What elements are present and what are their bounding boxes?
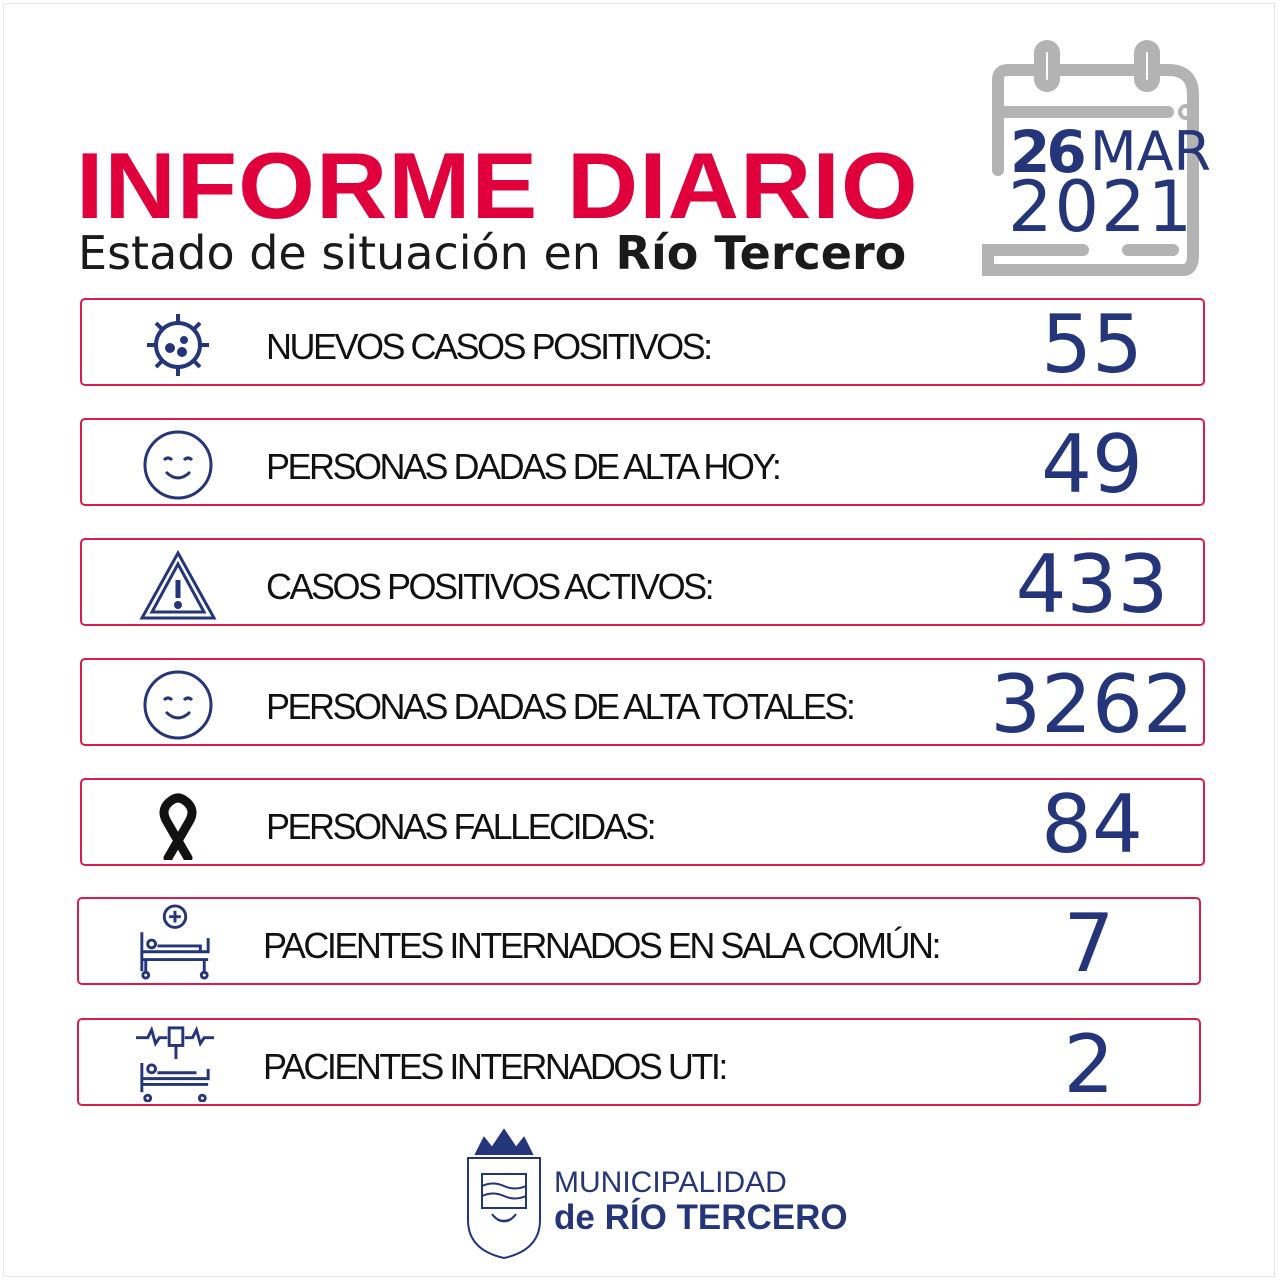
footer-line2: de RÍO TERCERO [554,1198,848,1237]
stat-value: 3262 [990,658,1194,751]
stat-label: NUEVOS CASOS POSITIVOS: [266,326,713,367]
stat-label: PERSONAS DADAS DE ALTA HOY: [266,446,782,487]
stat-row-new-cases: NUEVOS CASOS POSITIVOS: 55 [80,298,1205,391]
stat-row-icu-patients: PACIENTES INTERNADOS UTI: 2 [77,1018,1201,1111]
footer-line1: MUNICIPALIDAD [554,1166,787,1199]
stat-value: 55 [1041,298,1143,391]
smiley-icon [143,430,213,500]
smiley-icon [143,670,213,740]
stat-value: 433 [1015,538,1169,631]
date-day: 26 [1010,118,1087,186]
stat-row-active-cases: CASOS POSITIVOS ACTIVOS: 433 [80,538,1205,631]
page-frame [3,3,1275,1277]
calendar-date: 26 MAR 2021 [968,40,1212,280]
date-year: 2021 [1008,166,1195,248]
stat-label: PACIENTES INTERNADOS UTI: [263,1046,728,1087]
warning-icon [139,550,217,620]
stat-row-discharged-total: PERSONAS DADAS DE ALTA TOTALES: 3262 [80,658,1205,751]
stat-label: PACIENTES INTERNADOS EN SALA COMÚN: [263,925,941,966]
mourning-ribbon-icon [159,793,197,860]
stat-row-discharged-today: PERSONAS DADAS DE ALTA HOY: 49 [80,418,1205,511]
stat-label: CASOS POSITIVOS ACTIVOS: [266,566,715,607]
page-title: INFORME DIARIO [76,133,919,238]
stat-row-ward-patients: PACIENTES INTERNADOS EN SALA COMÚN: 7 [77,897,1201,990]
subtitle-place: Río Tercero [615,226,907,280]
virus-icon [147,314,209,376]
hospital-bed-icon [140,904,210,980]
stat-value: 7 [1063,897,1115,990]
page-subtitle: Estado de situación en Río Tercero [78,226,906,280]
stat-value: 2 [1063,1018,1115,1111]
municipality-logo: MUNICIPALIDAD de RÍO TERCERO [462,1128,848,1264]
stat-row-deaths: PERSONAS FALLECIDAS: 84 [80,778,1205,871]
date-month: MAR [1090,120,1212,183]
stat-value: 49 [1041,418,1143,511]
coat-of-arms-icon [467,1128,541,1260]
stat-label: PERSONAS DADAS DE ALTA TOTALES: [266,686,856,727]
icu-bed-icon [136,1025,214,1102]
subtitle-prefix: Estado de situación en [78,226,616,280]
stat-value: 84 [1041,778,1143,871]
stat-label: PERSONAS FALLECIDAS: [266,806,657,847]
calendar-icon [982,40,1199,276]
